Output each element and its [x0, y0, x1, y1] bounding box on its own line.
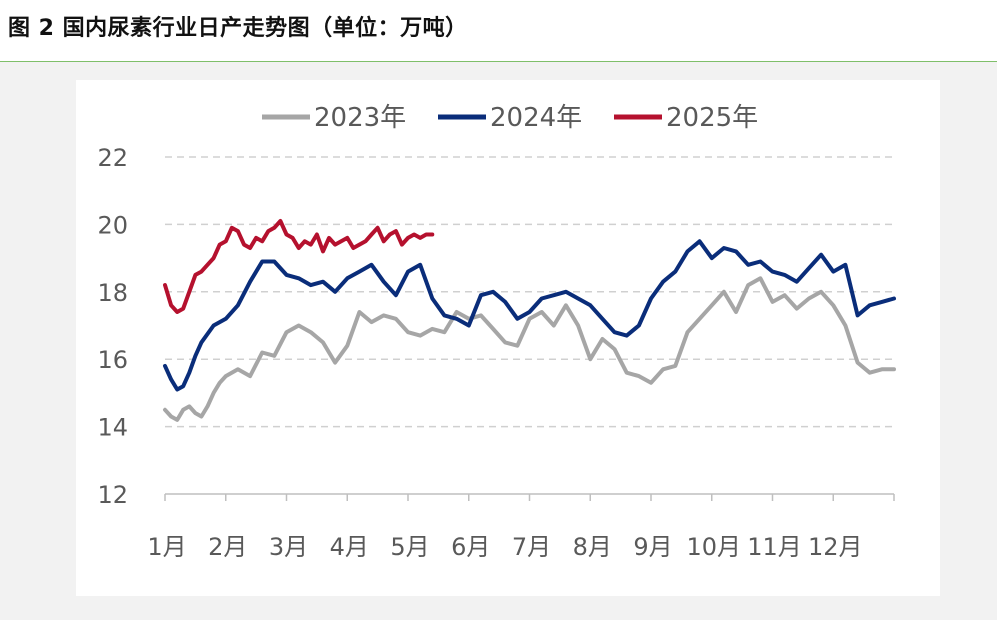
title-divider	[0, 61, 997, 62]
series-line-2024年	[163, 239, 896, 392]
legend-label: 2025年	[666, 103, 758, 133]
x-tick-label: 12月	[808, 533, 863, 561]
line-chart: 12 14 16 18 20 22 1月 2月 3月 4月 5月 6月 7月 8月 9月 10月 11月 12月…	[97, 103, 896, 561]
x-tick-label: 2月	[208, 533, 247, 561]
legend: 2023年 2024年 2025年	[262, 103, 758, 133]
y-tick-label: 22	[97, 144, 128, 172]
series-line-2025年	[163, 219, 435, 314]
legend-label: 2023年	[314, 103, 406, 133]
x-tick-label: 5月	[390, 533, 429, 561]
y-tick-label: 20	[97, 211, 128, 239]
series-line-2023年	[163, 276, 896, 422]
x-tick-label: 8月	[573, 533, 612, 561]
y-tick-label: 14	[97, 414, 128, 442]
x-tick-label: 3月	[269, 533, 308, 561]
x-tick-label: 1月	[147, 533, 186, 561]
legend-label: 2024年	[490, 103, 582, 133]
header: 图 2 国内尿素行业日产走势图（单位：万吨）	[0, 0, 997, 62]
x-tick-label: 4月	[330, 533, 369, 561]
series-lines	[163, 219, 896, 422]
chart-title: 图 2 国内尿素行业日产走势图（单位：万吨）	[8, 16, 468, 41]
chart-panel: 12 14 16 18 20 22 1月 2月 3月 4月 5月 6月 7月 8月 9月 10月 11月 12月…	[76, 80, 940, 596]
gridlines	[165, 156, 894, 428]
y-axis-ticks: 12 14 16 18 20 22	[97, 144, 128, 509]
y-tick-label: 18	[97, 279, 128, 307]
y-tick-label: 16	[97, 346, 128, 374]
x-tick-label: 7月	[512, 533, 551, 561]
x-tick-label: 10月	[686, 533, 741, 561]
x-tick-label: 9月	[633, 533, 672, 561]
x-axis-ticks: 1月 2月 3月 4月 5月 6月 7月 8月 9月 10月 11月 12月	[147, 494, 895, 561]
y-tick-label: 12	[97, 481, 128, 509]
x-tick-label: 6月	[451, 533, 490, 561]
x-tick-label: 11月	[747, 533, 802, 561]
